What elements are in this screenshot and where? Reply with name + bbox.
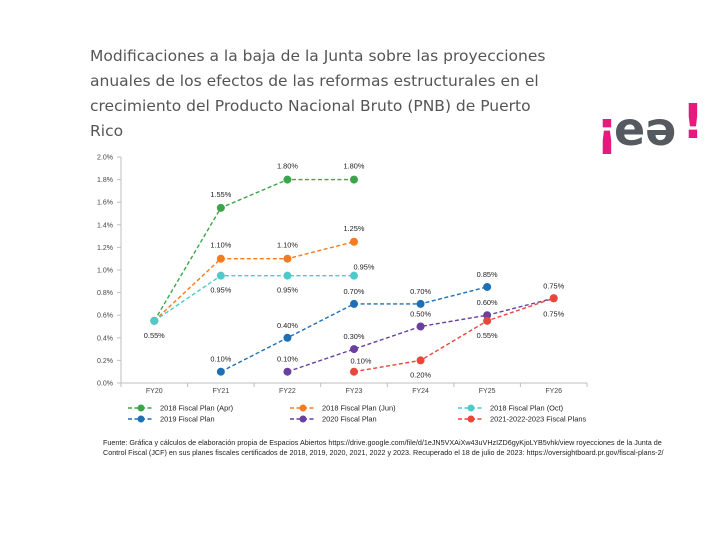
legend-label: 2018 Fiscal Plan (Jun) (322, 404, 396, 413)
data-label: 0.20% (410, 370, 431, 379)
y-tick-label: 0.4% (97, 335, 113, 342)
y-tick-label: 1.6% (97, 200, 113, 207)
data-point (483, 316, 492, 325)
data-label: 0.10% (210, 355, 231, 364)
svg-text:¡: ¡ (596, 101, 618, 156)
y-tick-label: 1.0% (97, 268, 113, 275)
data-point (350, 299, 358, 308)
x-tick-label: FY20 (146, 388, 163, 395)
data-point (416, 299, 425, 308)
data-label: 0.50% (410, 310, 431, 319)
data-point (283, 271, 292, 280)
y-tick-label: 0.8% (97, 290, 113, 297)
series-line (287, 297, 554, 373)
data-label: 0.10% (351, 357, 372, 366)
data-label: 1.10% (210, 241, 231, 250)
data-label: 0.40% (277, 321, 298, 330)
data-point (283, 333, 292, 342)
data-label: 0.95% (354, 263, 375, 272)
data-label: 0.75% (543, 281, 564, 290)
series-line (353, 297, 554, 373)
legend-label: 2018 Fiscal Plan (Apr) (160, 404, 233, 413)
legend-marker (299, 404, 307, 412)
data-point (350, 271, 358, 280)
y-tick-label: 1.2% (97, 245, 113, 252)
data-label: 1.55% (210, 190, 231, 199)
x-tick-label: FY25 (479, 388, 496, 395)
data-label: 0.70% (344, 287, 365, 296)
svg-text:eə: eə (614, 102, 676, 156)
legend-marker (137, 415, 145, 423)
data-label: 0.55% (144, 331, 165, 340)
data-label: 1.10% (277, 241, 298, 250)
data-label: 0.10% (277, 355, 298, 364)
data-point (483, 311, 492, 320)
data-point (350, 367, 358, 376)
data-label: 0.30% (344, 332, 365, 341)
x-tick-label: FY22 (279, 388, 296, 395)
source-note: Fuente: Gráfica y cálculos de elaboració… (103, 438, 664, 458)
data-point (150, 316, 159, 325)
data-point (416, 322, 425, 331)
data-point (350, 175, 358, 184)
data-label: 0.95% (277, 286, 298, 295)
legend-marker (467, 404, 475, 412)
legend-marker (137, 404, 145, 412)
data-point (216, 254, 225, 263)
y-tick-label: 0.0% (97, 381, 113, 388)
data-point (416, 356, 425, 365)
y-tick-label: 0.6% (97, 313, 113, 320)
legend-label: 2019 Fiscal Plan (160, 415, 215, 424)
legend-label: 2020 Fiscal Plan (322, 415, 377, 424)
y-tick-label: 0.2% (97, 358, 113, 365)
series-line (153, 274, 354, 322)
x-tick-label: FY24 (412, 388, 429, 395)
legend-marker (467, 415, 475, 423)
data-point (216, 367, 225, 376)
data-point (483, 282, 492, 291)
data-label: 1.80% (277, 162, 298, 171)
data-point (283, 175, 292, 184)
x-tick-label: FY23 (346, 388, 363, 395)
data-label: 0.75% (543, 309, 564, 318)
data-label: 0.70% (410, 287, 431, 296)
data-point (350, 345, 358, 354)
espacios-abiertos-logo: ¡ eə ! (596, 98, 704, 156)
data-point (549, 294, 558, 303)
svg-text:!: ! (682, 98, 704, 150)
legend-marker (299, 415, 307, 423)
data-point (216, 271, 225, 280)
data-point (283, 367, 292, 376)
data-label: 0.85% (477, 270, 498, 279)
series-line (153, 178, 354, 322)
chart-title: Modificaciones a la baja de la Junta sob… (90, 47, 546, 140)
x-tick-label: FY21 (212, 388, 229, 395)
data-label: 0.55% (477, 331, 498, 340)
y-tick-label: 2.0% (97, 155, 113, 162)
series-line (153, 241, 355, 322)
data-label: 0.60% (477, 298, 498, 307)
data-point (283, 254, 292, 263)
data-label: 1.80% (344, 162, 365, 171)
data-point (350, 237, 358, 246)
x-tick-label: FY26 (545, 388, 562, 395)
y-tick-label: 1.8% (97, 177, 113, 184)
y-tick-label: 1.4% (97, 222, 113, 229)
data-point (216, 203, 225, 212)
data-label: 0.95% (210, 286, 231, 295)
data-label: 1.25% (344, 224, 365, 233)
legend-label: 2021-2022-2023 Fiscal Plans (490, 415, 586, 424)
legend-label: 2018 Fiscal Plan (Oct) (490, 404, 563, 413)
